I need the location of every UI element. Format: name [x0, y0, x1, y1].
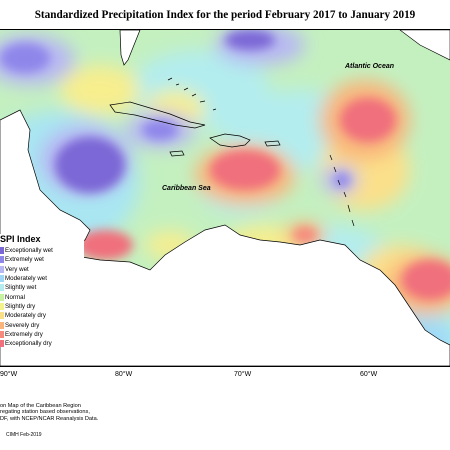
legend-swatch [0, 330, 4, 338]
legend-swatch [0, 340, 4, 348]
spi-map-canvas [0, 30, 450, 366]
longitude-tick-80w: 80°W [115, 371, 133, 378]
legend-label: Exceptionally dry [5, 340, 52, 348]
island-jamaica [169, 150, 185, 157]
land-south-america [0, 224, 450, 366]
footnote-line: on Map of the Caribbean Region [0, 403, 81, 409]
legend-swatch [0, 275, 4, 283]
legend-label: Slightly dry [5, 302, 36, 310]
legend-label: Severely dry [5, 321, 40, 329]
island-lesser-antilles [329, 154, 355, 227]
footnote-line: regating station based observations, [0, 409, 90, 416]
spi-map: Atlantic Ocean Caribbean Sea SPI Index E… [0, 29, 450, 367]
legend-swatch [0, 321, 4, 329]
legend-swatch [0, 256, 4, 264]
legend-item: Extremely wet [0, 255, 53, 264]
longitude-tick-70w: 70°W [234, 371, 252, 378]
legend-swatch [0, 247, 4, 255]
legend-item: Very wet [0, 265, 53, 274]
legend-list: Exceptionally wet Extremely wet Very wet… [0, 246, 53, 348]
map-footnote: on Map of the Caribbean Region regating … [0, 403, 98, 422]
legend-item: Slightly wet [0, 283, 53, 292]
legend-item: Moderately dry [0, 311, 53, 320]
legend-item: Severely dry [0, 320, 53, 329]
map-title: Standardized Precipitation Index for the… [34, 9, 416, 21]
island-cuba [109, 101, 206, 129]
legend-item: Exceptionally dry [0, 339, 53, 348]
legend-label: Moderately dry [5, 312, 46, 320]
islands [109, 77, 355, 227]
longitude-tick-90w: 90°W [0, 371, 18, 378]
legend-item: Exceptionally wet [0, 246, 53, 255]
legend-label: Extremely dry [5, 330, 43, 338]
map-credit: CIMH Feb-2019 [6, 432, 42, 438]
legend-label: Very wet [5, 265, 29, 273]
island-bahamas [167, 77, 217, 111]
legend-swatch [0, 293, 4, 301]
legend-item: Normal [0, 292, 53, 301]
island-hispaniola [209, 133, 251, 148]
longitude-tick-60w: 60°W [360, 371, 378, 378]
legend-label: Extremely wet [5, 256, 44, 264]
legend-swatch [0, 265, 4, 273]
island-puerto-rico [264, 140, 281, 147]
legend-swatch [0, 302, 4, 310]
legend-swatch [0, 284, 4, 292]
legend-swatch [0, 312, 4, 320]
legend-item: Extremely dry [0, 330, 53, 339]
legend-item: Slightly dry [0, 302, 53, 311]
atlantic-ocean-label: Atlantic Ocean [345, 63, 395, 70]
spi-field-cores [0, 30, 450, 300]
spi-legend: SPI Index Exceptionally wet Extremely we… [0, 234, 84, 348]
legend-label: Slightly wet [5, 284, 37, 292]
legend-label: Normal [5, 293, 25, 301]
legend-label: Moderately wet [5, 275, 47, 283]
land-florida [119, 30, 141, 66]
legend-label: Exceptionally wet [5, 247, 53, 255]
land-atlantic-corner [399, 30, 450, 61]
legend-item: Moderately wet [0, 274, 53, 283]
land-masses [0, 30, 450, 366]
legend-title: SPI Index [0, 234, 41, 244]
footnote-line: DF, with NCEP/NCAR Reanalysis Data. [0, 415, 99, 422]
caribbean-sea-label: Caribbean Sea [162, 185, 211, 192]
